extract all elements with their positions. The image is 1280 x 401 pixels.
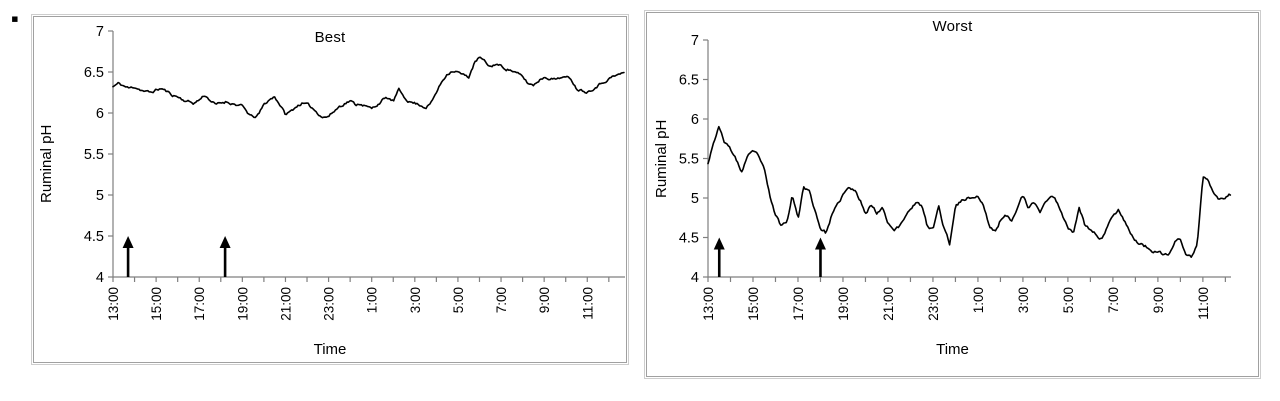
best-chart-panel: 4 4.5 5 5.5 6 6.5 7 13:00 15:00 17:00 19:00 21:00 23… bbox=[31, 14, 629, 365]
x-tick-label: 9:00 bbox=[1151, 287, 1166, 313]
x-tick-label: 5:00 bbox=[1061, 287, 1076, 313]
feeding-arrow-head-icon bbox=[122, 236, 134, 248]
y-tick-label: 6 bbox=[96, 106, 104, 122]
x-tick-label: 7:00 bbox=[494, 287, 509, 313]
chart-title-best: Best bbox=[314, 29, 346, 46]
y-tick-label: 6.5 bbox=[84, 65, 104, 81]
y-tick-label: 7 bbox=[691, 33, 699, 49]
y-axis-title: Ruminal pH bbox=[38, 124, 55, 204]
y-tick-label: 5.5 bbox=[84, 147, 104, 163]
x-tick-label: 13:00 bbox=[106, 287, 121, 321]
ruminal-ph-series-line bbox=[707, 125, 1232, 259]
y-tick-label: 4 bbox=[96, 270, 104, 286]
x-tick-label: 1:00 bbox=[971, 287, 986, 313]
y-tick-label: 4.5 bbox=[84, 229, 104, 245]
x-tick-label: 3:00 bbox=[1016, 287, 1031, 313]
x-tick-label: 5:00 bbox=[451, 287, 466, 313]
x-tick-label: 21:00 bbox=[278, 287, 293, 321]
worst-chart-plot: 4 4.5 5 5.5 6 6.5 7 13:00 15:00 17:00 19:00 21:00 23… bbox=[679, 33, 1232, 321]
ruminal-ph-series-line bbox=[112, 56, 625, 119]
x-tick-label: 13:00 bbox=[701, 287, 716, 321]
x-tick-label: 15:00 bbox=[149, 287, 164, 321]
y-tick-label: 4.5 bbox=[679, 231, 699, 247]
axes bbox=[112, 31, 625, 278]
worst-chart-panel: 4 4.5 5 5.5 6 6.5 7 13:00 15:00 17:00 19:00 21:00 23… bbox=[644, 10, 1261, 379]
x-tick-label: 21:00 bbox=[881, 287, 896, 321]
y-tick-label: 6 bbox=[691, 112, 699, 128]
y-tick-label: 5 bbox=[691, 191, 699, 207]
y-tick-label: 4 bbox=[691, 270, 699, 286]
list-bullet: ▪ bbox=[11, 6, 19, 31]
y-tick-label: 5.5 bbox=[679, 152, 699, 168]
x-tick-label: 17:00 bbox=[791, 287, 806, 321]
axes bbox=[707, 40, 1231, 278]
feeding-arrow-head-icon bbox=[713, 237, 725, 250]
x-tick-label: 23:00 bbox=[926, 287, 941, 321]
feeding-arrow-head-icon bbox=[219, 236, 231, 248]
y-tick-label: 5 bbox=[96, 188, 104, 204]
x-tick-label: 11:00 bbox=[580, 287, 595, 320]
x-tick-label: 15:00 bbox=[746, 287, 761, 321]
x-tick-label: 19:00 bbox=[836, 287, 851, 321]
x-tick-label: 23:00 bbox=[322, 287, 337, 321]
x-tick-label: 3:00 bbox=[408, 287, 423, 313]
x-tick-label: 1:00 bbox=[365, 287, 380, 313]
y-tick-label: 6.5 bbox=[679, 73, 699, 89]
x-tick-label: 9:00 bbox=[537, 287, 552, 313]
x-tick-label: 11:00 bbox=[1196, 287, 1211, 320]
feeding-arrow-head-icon bbox=[814, 237, 826, 250]
x-axis-title: Time bbox=[936, 341, 969, 358]
chart-title-worst: Worst bbox=[932, 18, 973, 35]
x-axis-title: Time bbox=[313, 341, 347, 358]
y-axis-title: Ruminal pH bbox=[653, 119, 670, 199]
x-tick-label: 19:00 bbox=[235, 287, 250, 321]
x-tick-label: 17:00 bbox=[192, 287, 207, 321]
x-tick-label: 7:00 bbox=[1106, 287, 1121, 313]
